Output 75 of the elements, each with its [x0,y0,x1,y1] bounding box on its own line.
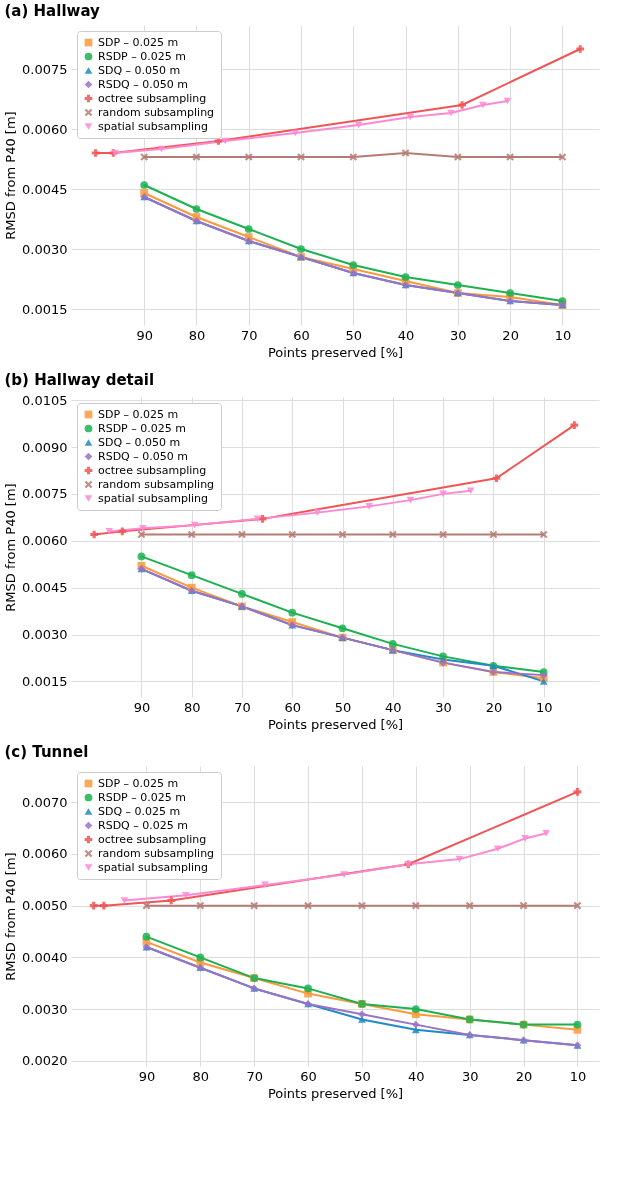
x-tick-label: 40 [385,699,402,715]
x-tick-label: 50 [354,1068,371,1084]
y-tick-label: 0.0045 [22,580,68,596]
x-tick-label: 20 [485,699,503,715]
legend-label: SDQ – 0.050 m [98,63,181,77]
x-tick-label: 10 [554,327,572,343]
legend-label: octree subsampling [98,463,207,477]
x-tick-label: 70 [240,327,258,343]
y-tick-label: 0.0060 [22,533,68,549]
chart-title: (a) Hallway [4,2,101,20]
y-tick-label: 0.0090 [22,439,68,455]
x-axis-title: Points preserved [%] [267,1085,404,1101]
x-tick-label: 30 [450,327,467,343]
x-axis-title: Points preserved [%] [267,716,404,732]
legend-label: random subsampling [98,105,215,119]
y-tick-label: 0.0075 [22,486,68,502]
x-tick-label: 80 [183,699,201,715]
x-tick-label: 50 [334,699,352,715]
x-tick-label: 50 [345,327,363,343]
x-axis-title: Points preserved [%] [267,344,404,360]
x-tick-label: 60 [293,327,310,343]
y-tick-label: 0.0030 [22,1001,68,1017]
x-tick-label: 10 [569,1068,587,1084]
legend-label: RSDQ – 0.050 m [98,449,188,463]
y-axis-title: RMSD from P40 [m] [3,111,19,240]
x-tick-label: 20 [502,327,519,343]
x-tick-label: 70 [246,1068,263,1084]
y-axis-title: RMSD from P40 [m] [3,483,19,612]
legend-label: octree subsampling [98,91,207,105]
x-tick-label: 20 [515,1068,533,1084]
x-tick-label: 80 [192,1068,210,1084]
legend-label: SDP – 0.025 m [98,407,179,421]
legend-label: spatial subsampling [98,119,209,133]
legend-label: spatial subsampling [98,860,209,874]
x-tick-label: 60 [284,699,302,715]
legend-label: spatial subsampling [98,491,209,505]
y-axis-title: RMSD from P40 [m] [3,852,19,981]
legend-label: RSDQ – 0.025 m [98,818,188,832]
x-tick-label: 40 [397,327,415,343]
y-tick-label: 0.0075 [22,61,68,77]
y-tick-label: 0.0050 [22,898,68,914]
x-tick-label: 30 [435,699,452,715]
chart-title: (c) Tunnel [4,743,89,761]
y-tick-label: 0.0045 [22,181,68,197]
legend-label: random subsampling [98,846,215,860]
legend-label: RSDP – 0.025 m [98,421,186,435]
y-tick-label: 0.0060 [22,846,68,862]
y-tick-label: 0.0020 [22,1053,68,1069]
y-tick-label: 0.0015 [22,673,68,689]
x-tick-label: 40 [408,1068,425,1084]
y-tick-label: 0.0070 [22,794,68,810]
x-tick-label: 60 [300,1068,317,1084]
x-tick-label: 90 [133,699,151,715]
y-tick-label: 0.0040 [22,949,68,965]
x-tick-label: 10 [535,699,553,715]
legend-label: RSDP – 0.025 m [98,49,186,63]
y-tick-label: 0.0030 [22,627,68,642]
legend-label: random subsampling [98,477,215,491]
x-tick-label: 30 [461,1068,479,1084]
y-tick-label: 0.0105 [22,392,68,408]
chart-title: (b) Hallway detail [4,371,155,390]
x-tick-label: 90 [138,1068,156,1084]
x-tick-label: 90 [136,327,153,343]
legend-label: octree subsampling [98,832,207,846]
legend-label: SDP – 0.025 m [98,35,179,49]
y-tick-label: 0.0015 [22,301,68,317]
legend-label: RSDP – 0.025 m [98,790,186,804]
x-tick-label: 70 [234,699,251,715]
y-tick-label: 0.0060 [22,121,68,137]
legend-label: SDQ – 0.050 m [98,435,181,449]
legend-label: SDP – 0.025 m [98,776,179,790]
y-tick-label: 0.0030 [22,241,68,257]
legend-label: SDQ – 0.025 m [98,804,181,818]
x-tick-label: 80 [188,327,206,343]
legend-label: RSDQ – 0.050 m [98,77,188,91]
